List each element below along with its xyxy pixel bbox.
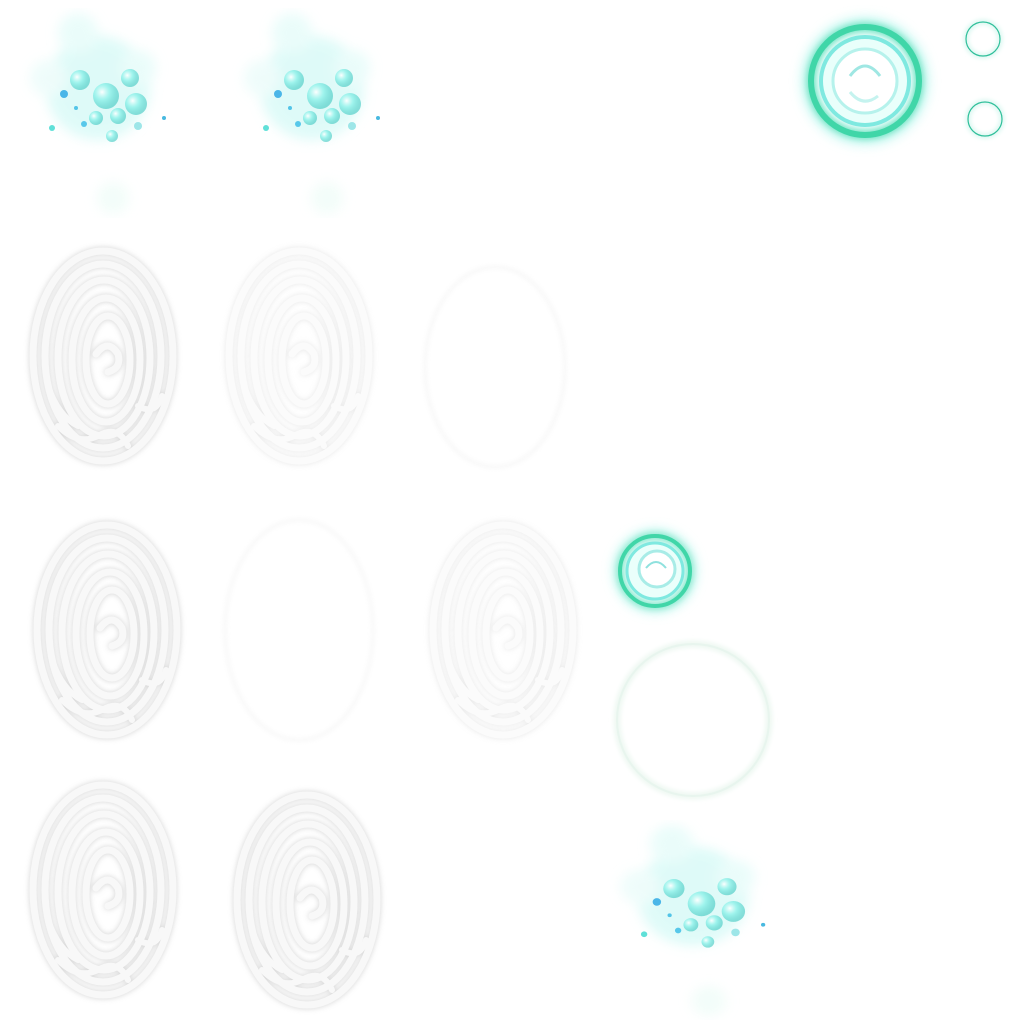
fingerprint-sprite bbox=[22, 510, 192, 750]
fingerprint-icon bbox=[22, 510, 192, 750]
fingerprint-outline-sprite bbox=[410, 252, 580, 492]
circle-outline-sprite bbox=[962, 18, 1004, 60]
circle-outline-icon bbox=[963, 19, 1003, 59]
bubble-cluster-sprite bbox=[18, 8, 178, 218]
fingerprint-sprite bbox=[214, 236, 384, 476]
fingerprint-icon bbox=[214, 236, 384, 476]
circle-outline-sprite bbox=[962, 98, 1008, 144]
glow-ring-large-sprite bbox=[800, 16, 930, 146]
bubble-cluster-sprite bbox=[232, 8, 392, 218]
fingerprint-icon bbox=[18, 236, 188, 476]
faint-ring-icon bbox=[613, 640, 773, 800]
faint-ring-sprite bbox=[608, 640, 778, 810]
fingerprint-icon bbox=[18, 770, 188, 1010]
glow-ring-icon bbox=[614, 530, 696, 612]
fingerprint-icon bbox=[418, 510, 588, 750]
fingerprint-outline-icon bbox=[223, 518, 375, 742]
fingerprint-icon bbox=[222, 780, 392, 1020]
glow-ring-small-sprite bbox=[612, 528, 698, 614]
bubble-cluster-sprite bbox=[608, 820, 778, 1020]
fingerprint-outline-icon bbox=[423, 265, 567, 469]
fingerprint-sprite bbox=[418, 510, 588, 750]
fingerprint-sprite bbox=[18, 770, 188, 1010]
fingerprint-sprite bbox=[18, 236, 188, 476]
fingerprint-outline-sprite bbox=[214, 510, 384, 750]
circle-outline-icon bbox=[965, 99, 1005, 139]
bubble-cluster-graphic bbox=[18, 8, 178, 218]
glow-ring-icon bbox=[802, 18, 928, 144]
bubble-cluster-graphic bbox=[608, 820, 778, 1020]
fingerprint-sprite bbox=[222, 780, 392, 1020]
bubble-cluster-graphic bbox=[232, 8, 392, 218]
